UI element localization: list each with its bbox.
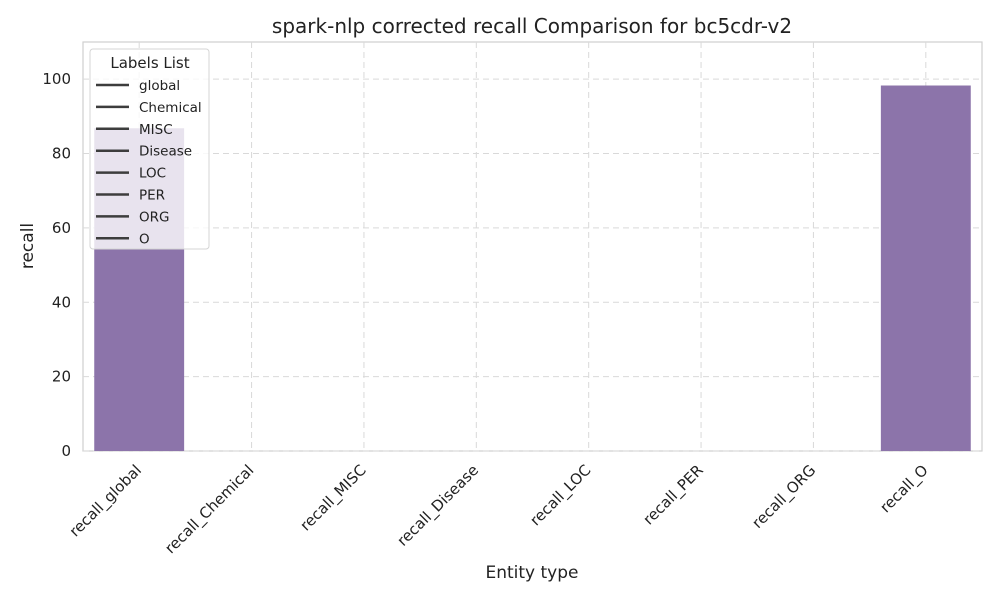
legend-entry-global: global	[139, 78, 180, 94]
y-tick-label: 0	[61, 442, 71, 460]
y-tick-label: 20	[52, 368, 71, 386]
y-tick-label: 60	[52, 219, 71, 237]
y-tick-label: 80	[52, 145, 71, 163]
y-ticks: 0 20 40 60 80 100	[42, 70, 71, 460]
x-tick-label: recall_Disease	[394, 461, 483, 550]
x-tick-label: recall_PER	[640, 461, 708, 529]
x-axis-label: Entity type	[485, 563, 578, 583]
legend-entries: global Chemical MISC Disease LOC PER ORG O	[96, 78, 202, 247]
legend-entry-MISC: MISC	[139, 122, 173, 138]
y-tick-label: 100	[42, 70, 71, 88]
legend-entry-ORG: ORG	[139, 209, 169, 225]
legend-entry-PER: PER	[139, 188, 165, 204]
x-tick-label: recall_ORG	[748, 461, 820, 533]
plot-frame	[82, 41, 983, 452]
bar-recall_O	[880, 85, 971, 452]
x-ticks: recall_global recall_Chemical recall_MISC r…	[66, 461, 933, 558]
x-tick-label: recall_MISC	[296, 461, 370, 535]
plot-area: 0 20 40 60 80 100 recall_global recall_Chemica…	[42, 41, 983, 558]
legend-box	[89, 48, 210, 250]
legend-entry-LOC: LOC	[139, 166, 166, 182]
x-tick-label: recall_global	[66, 461, 146, 541]
legend: Labels List global Chemical MISC Disease LOC…	[89, 48, 210, 250]
x-tick-label: recall_Chemical	[161, 461, 258, 558]
x-tick-label: recall_O	[876, 461, 932, 517]
legend-entry-Chemical: Chemical	[139, 100, 202, 116]
legend-entry-Disease: Disease	[139, 144, 192, 160]
chart-title: spark-nlp corrected recall Comparison fo…	[272, 14, 792, 38]
y-tick-label: 40	[52, 293, 71, 311]
legend-title: Labels List	[110, 54, 189, 72]
x-tick-label: recall_LOC	[526, 461, 595, 530]
legend-entry-O: O	[139, 231, 150, 247]
y-axis-label: recall	[18, 223, 38, 269]
